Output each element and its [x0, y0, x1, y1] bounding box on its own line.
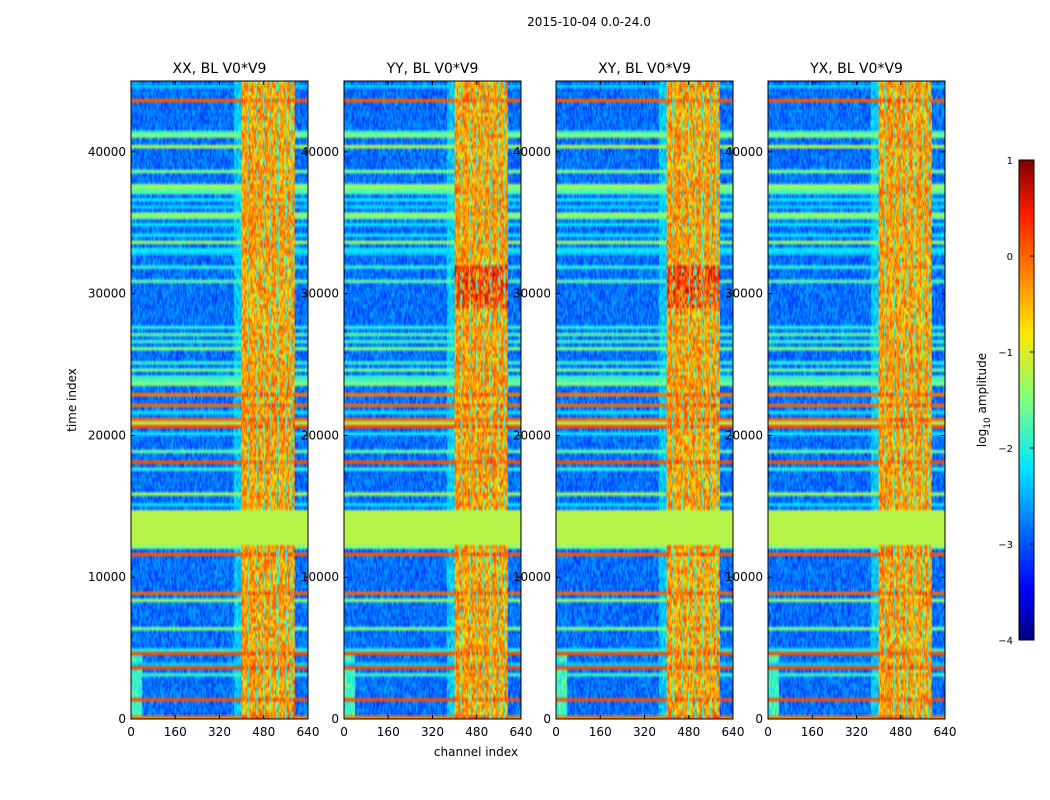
x-tick-label: 320: [845, 725, 868, 739]
y-tick-label: 0: [118, 712, 126, 726]
y-tick-label: 30000: [513, 287, 551, 301]
x-tick-label: 0: [764, 725, 772, 739]
x-tick-label: 160: [589, 725, 612, 739]
colorbar-tick-label: 1: [1007, 156, 1013, 167]
x-tick-label: 320: [421, 725, 444, 739]
x-tick-label: 320: [633, 725, 656, 739]
figure-suptitle: 2015-10-04 0.0-24.0: [527, 15, 651, 29]
panel-title: YX, BL V0*V9: [809, 61, 903, 77]
x-tick-label: 640: [722, 725, 745, 739]
heatmap-image: [131, 81, 308, 719]
heatmap-panel: XX, BL V0*V9 0 160 320 480 640 0 10000 20000 3000…: [88, 61, 320, 739]
x-tick-label: 480: [465, 725, 488, 739]
heatmap-panel: YX, BL V0*V9 0 160 320 480 640 0 10000 20000 3000…: [725, 61, 957, 739]
colorbar-ticks: 1 0 −1 −2 −3 −4: [998, 156, 1034, 647]
x-axis-label: channel index: [434, 745, 518, 759]
y-tick-label: 10000: [725, 570, 763, 584]
y-tick-label: 40000: [301, 145, 339, 159]
y-tick-label: 0: [543, 712, 551, 726]
x-tick-label: 320: [208, 725, 231, 739]
x-tick-label: 0: [127, 725, 135, 739]
colorbar-label: log10 amplitude: [975, 353, 993, 447]
y-tick-label: 10000: [88, 570, 126, 584]
colorbar-gradient: [1018, 159, 1035, 641]
colorbar-tick-label: −1: [998, 348, 1013, 359]
x-tick-label: 160: [377, 725, 400, 739]
x-tick-label: 640: [934, 725, 957, 739]
panel-title: XX, BL V0*V9: [173, 61, 267, 77]
y-tick-label: 30000: [725, 287, 763, 301]
y-tick-label: 10000: [513, 570, 551, 584]
x-tick-label: 480: [889, 725, 912, 739]
y-tick-label: 30000: [88, 287, 126, 301]
y-tick-label: 40000: [88, 145, 126, 159]
heatmap-image: [556, 81, 733, 719]
y-tick-label: 10000: [301, 570, 339, 584]
y-tick-label: 40000: [513, 145, 551, 159]
x-tick-label: 0: [340, 725, 348, 739]
x-tick-label: 480: [252, 725, 275, 739]
y-tick-label: 0: [331, 712, 339, 726]
y-tick-label: 30000: [301, 287, 339, 301]
y-axis-label: time index: [65, 368, 79, 432]
x-tick-label: 0: [552, 725, 560, 739]
x-tick-label: 640: [510, 725, 533, 739]
heatmap-panels: XX, BL V0*V9 0 160 320 480 640 0 10000 20000 3000…: [88, 61, 957, 739]
y-tick-label: 20000: [725, 428, 763, 442]
y-tick-label: 40000: [725, 145, 763, 159]
heatmap-panel: XY, BL V0*V9 0 160 320 480 640 0 10000 20000 3000…: [513, 61, 745, 739]
panel-title: YY, BL V0*V9: [386, 61, 479, 77]
y-tick-label: 20000: [513, 428, 551, 442]
x-tick-label: 640: [297, 725, 320, 739]
colorbar-tick-label: −2: [998, 444, 1013, 455]
colorbar-tick-label: −4: [998, 636, 1013, 647]
y-tick-label: 20000: [301, 428, 339, 442]
x-tick-label: 160: [164, 725, 187, 739]
colorbar-tick-label: −3: [998, 540, 1013, 551]
heatmap-panel: YY, BL V0*V9 0 160 320 480 640 0 10000 20000 3000…: [301, 61, 533, 739]
heatmap-image: [768, 81, 945, 719]
x-tick-label: 160: [801, 725, 824, 739]
x-tick-label: 480: [677, 725, 700, 739]
panel-title: XY, BL V0*V9: [598, 61, 691, 77]
colorbar: 1 0 −1 −2 −3 −4 log10 amplitude: [975, 156, 1035, 647]
y-tick-label: 0: [755, 712, 763, 726]
y-tick-label: 20000: [88, 428, 126, 442]
colorbar-tick-label: 0: [1007, 252, 1013, 263]
heatmap-image: [344, 81, 521, 719]
